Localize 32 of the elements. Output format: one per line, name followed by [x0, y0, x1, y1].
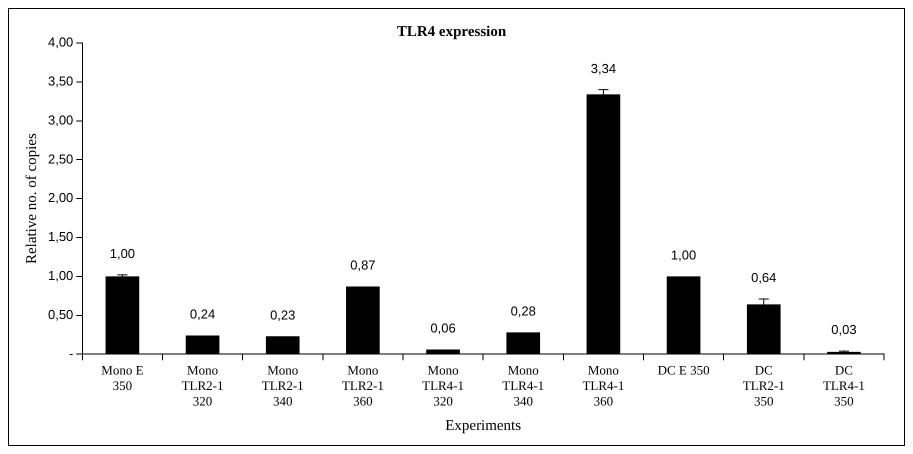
x-tick-label: Mono TLR2-1 360: [342, 362, 384, 409]
data-label: 0,23: [270, 307, 296, 322]
y-tick-label: 3,50: [48, 73, 74, 88]
x-tick-label: Mono TLR4-1 340: [502, 362, 544, 409]
y-axis-title: Relative no. of copies: [24, 133, 40, 264]
y-tick-label: 3,00: [48, 112, 74, 128]
x-tick-label: DC TLR2-1 350: [742, 362, 785, 409]
y-tick-label: -: [68, 346, 74, 361]
x-tick-label: Mono E 350: [101, 362, 144, 394]
x-tick-label: Mono TLR4-1 360: [582, 362, 624, 409]
y-tick-label: 2,00: [48, 190, 74, 206]
chart-title: TLR4 expression: [396, 24, 507, 40]
y-tick-label: 1,00: [48, 268, 74, 283]
data-label: 0,64: [751, 270, 776, 286]
data-label: 0,24: [190, 306, 216, 322]
y-tick-label: 1,50: [48, 229, 74, 244]
y-tick-label: 4,00: [48, 34, 74, 50]
data-label: 0,87: [350, 258, 376, 273]
data-label: 0,28: [510, 303, 536, 318]
data-label: 3,34: [590, 60, 616, 76]
data-label: 0,03: [831, 322, 857, 338]
data-label: 1,00: [670, 247, 696, 262]
y-tick-label: 0,50: [48, 306, 74, 322]
x-tick-label: Mono TLR2-1 340: [262, 362, 304, 409]
data-label: 0,06: [430, 320, 456, 336]
x-tick-label: Mono TLR4-1 320: [422, 362, 464, 409]
x-axis-title: Experiments: [445, 418, 522, 434]
x-tick-label: Mono TLR2-1 320: [182, 362, 224, 409]
data-label: 1,00: [110, 246, 136, 261]
y-tick-label: 2,50: [48, 151, 74, 166]
x-tick-label: DC TLR4-1 350: [822, 362, 865, 409]
x-tick-label: DC E 350: [658, 362, 710, 378]
